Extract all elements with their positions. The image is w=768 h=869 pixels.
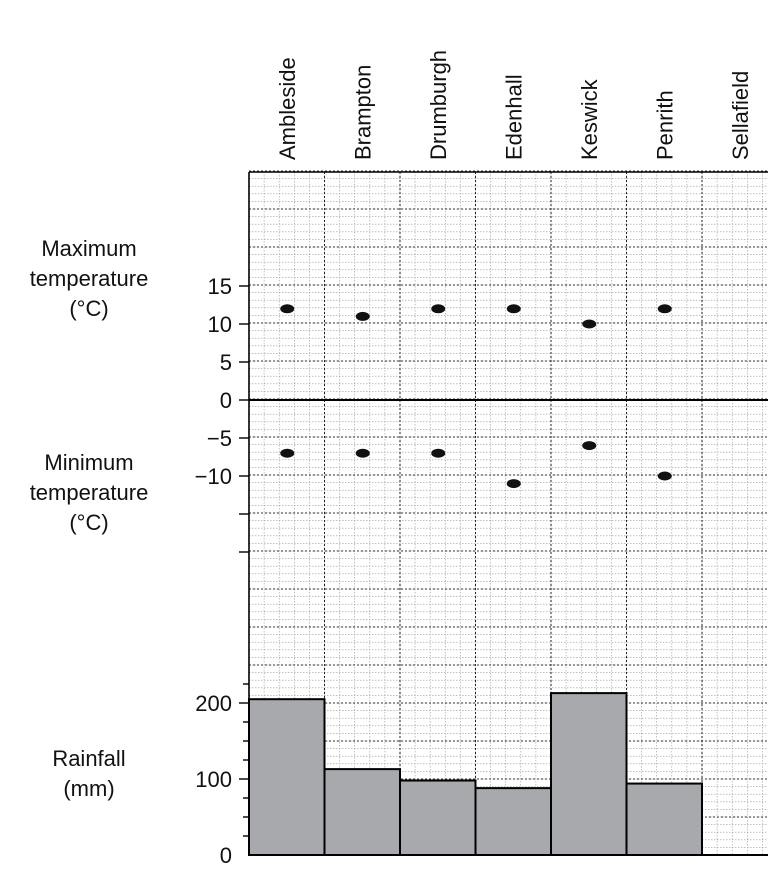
category-label: Penrith bbox=[652, 90, 677, 160]
category-label: Edenhall bbox=[501, 74, 526, 160]
tick-label: 0 bbox=[220, 388, 232, 413]
max-temp-point bbox=[280, 304, 295, 314]
y-axis-label: temperature bbox=[30, 266, 149, 291]
y-axis-label: temperature bbox=[30, 480, 149, 505]
max-temp-point bbox=[657, 304, 672, 314]
rainfall-bar bbox=[399, 779, 477, 857]
max-temp-point bbox=[582, 319, 597, 329]
min-temp-point bbox=[582, 441, 597, 451]
rainfall-bar bbox=[625, 782, 703, 856]
category-label: Sellafield bbox=[728, 71, 753, 160]
rainfall-bar bbox=[474, 787, 552, 856]
category-label: Drumburgh bbox=[426, 50, 451, 160]
rainfall-bar bbox=[550, 692, 628, 856]
max-temp-point bbox=[431, 304, 446, 314]
tick-label: −5 bbox=[207, 426, 232, 451]
rainfall-bar bbox=[323, 768, 401, 856]
y-axis-label: Minimum bbox=[44, 450, 133, 475]
min-temp-point bbox=[431, 448, 446, 458]
y-axis-label: (mm) bbox=[63, 776, 114, 801]
min-temp-point bbox=[280, 448, 295, 458]
tick-label: 200 bbox=[195, 691, 232, 716]
y-axis-label: Maximum bbox=[41, 236, 136, 261]
min-temp-point bbox=[355, 448, 370, 458]
tick-label: 15 bbox=[208, 274, 232, 299]
tick-label: 100 bbox=[195, 767, 232, 792]
rainfall-bar bbox=[248, 698, 326, 857]
tick-label: 0 bbox=[220, 843, 232, 864]
y-axis-label: (°C) bbox=[69, 510, 108, 535]
tick-label: 5 bbox=[220, 350, 232, 375]
y-axis-label: (°C) bbox=[69, 296, 108, 321]
max-temp-point bbox=[506, 304, 521, 314]
y-axis-label: Rainfall bbox=[52, 746, 125, 771]
category-label: Brampton bbox=[350, 65, 375, 160]
tick-label: −10 bbox=[195, 464, 232, 489]
category-label: Keswick bbox=[577, 78, 602, 160]
max-temp-point bbox=[355, 311, 370, 321]
tick-label: 10 bbox=[208, 312, 232, 337]
min-temp-point bbox=[506, 479, 521, 489]
category-label: Ambleside bbox=[275, 57, 300, 160]
min-temp-point bbox=[657, 471, 672, 481]
